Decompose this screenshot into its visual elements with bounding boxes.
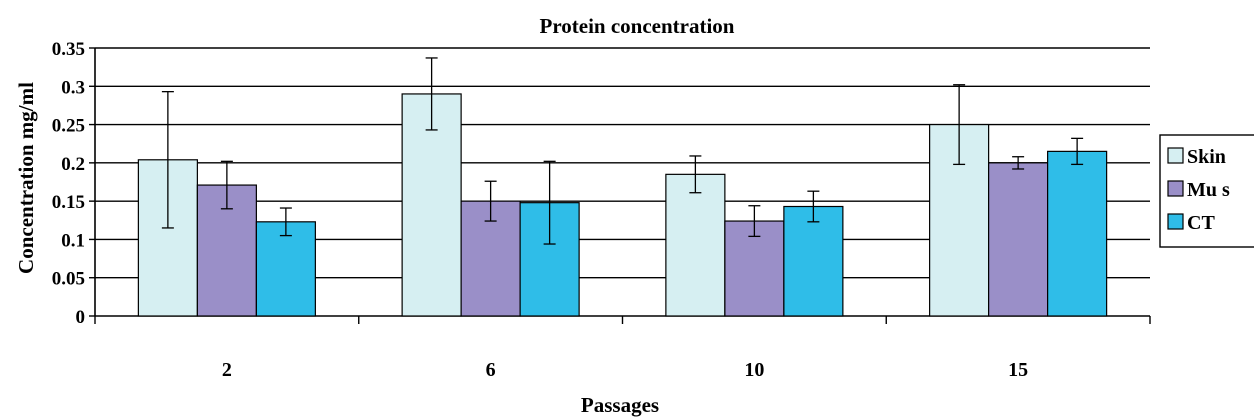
- legend-swatch: [1167, 213, 1184, 230]
- legend: Skin Mu s CT: [1159, 134, 1254, 248]
- legend-label: Skin: [1187, 146, 1226, 168]
- y-tick-label: 0.1: [61, 230, 85, 251]
- legend-label: CT: [1187, 212, 1215, 234]
- x-tick-label: 15: [1008, 359, 1028, 381]
- plot-area: 0 0.05 0.1 0.15 0.2 0.25 0.3 0.35 2 6 10 15: [52, 39, 1151, 381]
- x-tick-label: 2: [222, 359, 232, 381]
- legend-swatch: [1167, 180, 1184, 197]
- y-axis-label: Concentration mg/ml: [14, 82, 38, 274]
- x-tick-label: 10: [744, 359, 764, 381]
- y-tick-label: 0.2: [61, 154, 85, 175]
- y-tick-label: 0.35: [52, 39, 85, 60]
- chart-title: Protein concentration: [540, 14, 735, 38]
- y-tick-label: 0.05: [52, 269, 85, 290]
- bar: [255, 221, 316, 317]
- legend-label: Mu s: [1187, 179, 1230, 201]
- y-tick-label: 0: [76, 307, 86, 328]
- x-axis-label: Passages: [581, 393, 659, 417]
- bar: [783, 205, 844, 317]
- bar: [401, 93, 462, 317]
- y-tick-label: 0.25: [52, 116, 85, 137]
- y-tick-label: 0.3: [61, 77, 85, 98]
- x-tick-label: 6: [486, 359, 496, 381]
- bar: [988, 162, 1049, 317]
- bar: [665, 173, 726, 317]
- y-tick-label: 0.15: [52, 192, 85, 213]
- bar: [1047, 150, 1108, 317]
- legend-swatch: [1167, 147, 1184, 164]
